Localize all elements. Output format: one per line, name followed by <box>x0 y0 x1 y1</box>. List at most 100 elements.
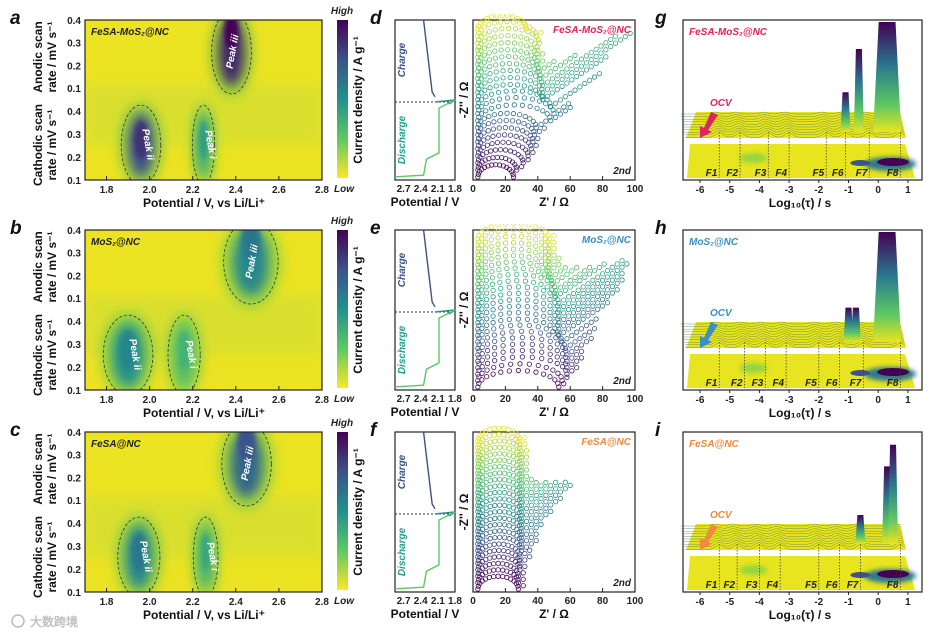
impedance-point <box>490 320 496 326</box>
panel-letter: e <box>370 218 381 239</box>
impedance-point <box>511 259 517 265</box>
impedance-point <box>574 364 580 371</box>
impedance-point <box>475 477 481 483</box>
impedance-point <box>533 486 539 492</box>
impedance-point <box>557 62 564 68</box>
impedance-point <box>528 45 534 51</box>
impedance-point <box>507 67 513 73</box>
impedance-point <box>492 528 498 534</box>
impedance-point <box>475 577 481 583</box>
impedance-point <box>499 54 505 60</box>
impedance-point <box>475 515 481 521</box>
impedance-point <box>500 163 507 169</box>
watermark-logo-icon <box>11 614 25 628</box>
nyquist-spectrum <box>475 259 568 281</box>
impedance-point <box>549 90 555 96</box>
impedance-point <box>614 261 620 267</box>
impedance-point <box>502 147 509 153</box>
impedance-point <box>478 76 484 82</box>
sample-label: MoS₂@NC <box>689 237 739 248</box>
impedance-point <box>523 467 530 473</box>
peak-contour <box>211 20 252 95</box>
impedance-point <box>478 48 484 54</box>
impedance-point <box>585 313 591 319</box>
impedance-point <box>538 252 544 258</box>
impedance-point <box>545 265 551 271</box>
impedance-point <box>545 239 551 245</box>
impedance-point <box>506 291 512 297</box>
ocv-arrow-icon <box>700 524 718 550</box>
impedance-point <box>541 320 547 326</box>
impedance-point <box>515 309 521 316</box>
ocv-label: OCV <box>710 98 733 109</box>
impedance-point <box>523 525 530 531</box>
impedance-point <box>487 64 493 70</box>
impedance-point <box>516 441 523 448</box>
impedance-point <box>524 316 530 323</box>
impedance-point <box>593 316 599 322</box>
impedance-point <box>500 349 506 355</box>
impedance-point <box>553 271 559 277</box>
drt-tall-peak <box>888 444 899 544</box>
impedance-point <box>546 274 552 280</box>
impedance-point <box>569 63 575 69</box>
peak-contour <box>191 104 216 180</box>
discharge-label: Discharge <box>397 527 408 576</box>
sample-label: FeSA-MoS₂@NC <box>689 27 768 38</box>
nyquist-spectrum <box>475 71 602 110</box>
impedance-point <box>599 271 606 277</box>
impedance-point <box>510 19 517 25</box>
impedance-point <box>523 486 530 492</box>
impedance-point <box>492 438 498 444</box>
drt-spectrum-line <box>684 340 905 346</box>
impedance-point <box>535 47 541 53</box>
impedance-point <box>509 348 516 354</box>
impedance-point <box>487 478 493 484</box>
impedance-point <box>551 58 557 65</box>
impedance-point <box>500 343 506 349</box>
impedance-point <box>500 139 506 145</box>
drt-heat-spot <box>877 570 910 578</box>
impedance-point <box>495 254 501 260</box>
impedance-point <box>493 162 499 168</box>
impedance-point <box>505 278 511 284</box>
impedance-point <box>515 284 521 290</box>
impedance-point <box>475 493 482 499</box>
impedance-point <box>565 294 572 300</box>
impedance-point <box>587 264 593 271</box>
impedance-point <box>481 116 487 122</box>
impedance-point <box>497 457 503 463</box>
impedance-point <box>517 322 523 328</box>
impedance-point <box>510 14 516 20</box>
impedance-point <box>543 255 549 261</box>
impedance-point <box>486 50 492 56</box>
impedance-point <box>477 133 484 139</box>
impedance-point <box>546 249 552 255</box>
colorbar-low-label: Low <box>334 596 355 607</box>
impedance-point <box>510 246 517 252</box>
drt-heat-spot <box>850 370 871 376</box>
impedance-point <box>499 362 505 369</box>
impedance-point <box>505 40 511 46</box>
impedance-point <box>475 339 481 345</box>
impedance-point <box>538 508 544 515</box>
impedance-point <box>475 438 481 444</box>
impedance-point <box>518 515 525 521</box>
impedance-point <box>478 90 484 96</box>
impedance-point <box>475 249 481 255</box>
impedance-point <box>475 496 481 502</box>
impedance-point <box>553 294 559 300</box>
impedance-point <box>575 287 581 293</box>
x-tick-label: 2.4 <box>414 596 428 607</box>
colorbar-label: Current density / A g⁻¹ <box>351 448 365 575</box>
impedance-point <box>570 303 577 309</box>
impedance-point <box>598 43 604 49</box>
impedance-point <box>567 482 573 489</box>
impedance-point <box>546 262 552 268</box>
impedance-point <box>478 69 484 75</box>
impedance-point <box>554 278 560 284</box>
impedance-point <box>476 297 482 303</box>
impedance-point <box>528 528 534 534</box>
impedance-point <box>588 335 594 342</box>
impedance-point <box>509 341 516 348</box>
